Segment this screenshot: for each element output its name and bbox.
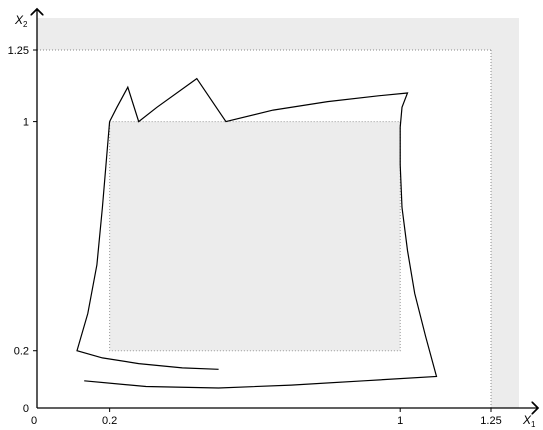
y-tick-label: 1 [23,117,29,129]
x-tick-label: 0 [31,415,37,427]
x-tick-label: 0.2 [102,415,117,427]
x-tick-label: 1 [397,415,403,427]
y-axis-label: X2 [14,13,28,29]
y-tick-label: 1.25 [8,45,29,57]
x-axis-label: X1 [522,413,536,429]
inner-region [109,121,401,352]
boundary-curve [84,77,438,389]
left-curve [76,121,219,370]
x-tick-label: 1.25 [480,415,501,427]
x-axis-label-subscript: 1 [531,420,536,429]
y-tick-label: 0 [23,403,29,415]
y-tick-label: 0.2 [14,346,29,358]
y-axis-label-subscript: 2 [23,20,28,29]
